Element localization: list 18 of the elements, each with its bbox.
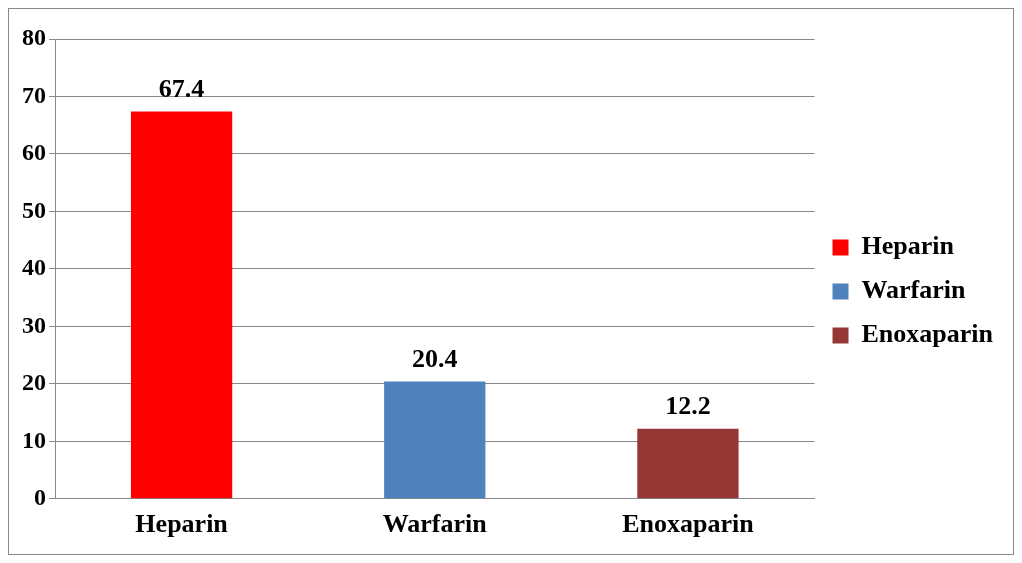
data-label: 67.4 [158,74,205,104]
y-tick-label: 60 [22,139,46,166]
y-tick-label: 10 [22,426,46,453]
y-tick-label: 70 [22,81,46,108]
legend-label: Heparin [861,231,955,261]
data-label: 12.2 [665,391,711,421]
legend-label: Enoxaparin [861,319,994,349]
y-tick-label: 80 [22,24,46,51]
y-tick-label: 20 [22,369,46,396]
y-tick-label: 50 [22,196,46,223]
x-tick-label: Enoxaparin [622,509,755,539]
data-label: 20.4 [412,344,458,374]
y-tick-label: 40 [22,254,46,281]
y-tick-label: 0 [34,484,46,510]
y-tick-label: 30 [22,311,46,338]
legend-label: Warfarin [861,275,967,305]
x-tick-label: Warfarin [382,509,488,539]
x-tick-label: Heparin [135,509,229,539]
